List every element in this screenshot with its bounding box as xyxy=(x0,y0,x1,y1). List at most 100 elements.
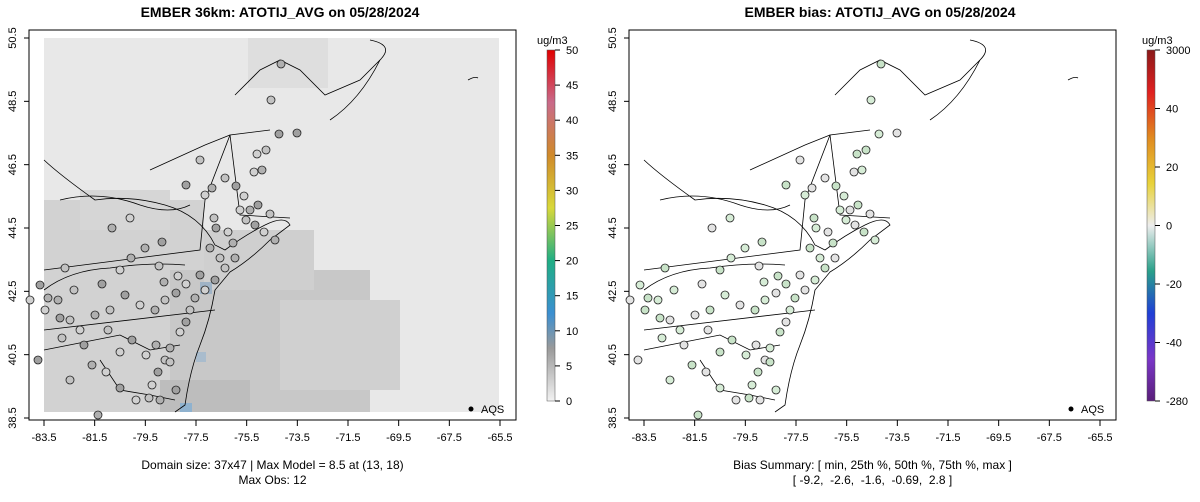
colorbar-tick-label: 50 xyxy=(566,45,578,57)
bias-colorbar xyxy=(1146,49,1156,402)
aqs-site-bias-marker xyxy=(697,279,707,289)
lon-tick-label: -67.5 xyxy=(1037,432,1062,444)
aqs-site-marker xyxy=(200,285,210,295)
aqs-site-bias-marker xyxy=(859,227,869,237)
aqs-site-bias-marker xyxy=(754,261,764,271)
aqs-site-bias-marker xyxy=(675,325,685,335)
aqs-site-bias-marker xyxy=(720,290,730,300)
aqs-site-marker xyxy=(75,325,85,335)
aqs-legend-marker xyxy=(1068,406,1074,412)
aqs-site-marker xyxy=(157,237,167,247)
aqs-site-marker xyxy=(171,288,181,298)
aqs-site-bias-marker xyxy=(892,128,902,138)
bias-caption-line2: [ -9.2, -2.6, -1.6, -0.69, 2.8 ] xyxy=(792,473,953,487)
aqs-site-bias-marker xyxy=(735,300,745,310)
aqs-site-bias-marker xyxy=(781,180,791,190)
aqs-site-marker xyxy=(228,238,238,248)
aqs-site-bias-marker xyxy=(771,288,781,298)
model-field-hotspot xyxy=(180,403,192,412)
colorbar-tick-label: 3000 xyxy=(1166,45,1190,57)
aqs-site-marker xyxy=(69,285,79,295)
aqs-site-bias-marker xyxy=(687,360,697,370)
state-border xyxy=(149,134,231,171)
aqs-legend-label: AQS xyxy=(481,404,504,416)
aqs-site-marker xyxy=(231,181,241,191)
lat-tick-label: 46.5 xyxy=(607,154,619,175)
aqs-site-bias-marker xyxy=(805,243,815,253)
lat-tick-label: 38.5 xyxy=(607,407,619,428)
aqs-site-bias-marker xyxy=(845,205,855,215)
aqs-site-marker xyxy=(185,305,195,315)
aqs-site-bias-marker xyxy=(640,305,650,315)
lon-tick-label: -77.5 xyxy=(183,432,208,444)
lat-tick-label: 40.5 xyxy=(7,344,19,365)
colorbar-tick-label: 40 xyxy=(566,115,578,127)
bias-caption-line1: Bias Summary: [ min, 25th %, 50th %, 75t… xyxy=(733,458,1012,472)
aqs-site-bias-marker xyxy=(750,305,760,315)
aqs-site-marker xyxy=(266,95,276,105)
aqs-site-bias-marker xyxy=(800,285,810,295)
aqs-site-marker xyxy=(153,367,163,377)
lon-tick-label: -65.5 xyxy=(487,432,512,444)
bias-unit-label: ug/m3 xyxy=(1142,35,1173,47)
lat-tick-label: 44.5 xyxy=(7,217,19,238)
aqs-site-marker xyxy=(144,393,154,403)
aqs-site-bias-marker xyxy=(747,380,757,390)
aqs-site-bias-marker xyxy=(690,310,700,320)
lon-tick-label: -73.5 xyxy=(885,432,910,444)
aqs-site-bias-marker xyxy=(773,271,783,281)
lat-tick-label: 42.5 xyxy=(607,281,619,302)
aqs-site-bias-marker xyxy=(655,313,665,323)
lat-tick-label: 50.5 xyxy=(607,27,619,48)
aqs-site-marker xyxy=(125,213,135,223)
aqs-site-marker xyxy=(79,340,89,350)
aqs-site-bias-marker xyxy=(861,145,871,155)
lat-tick-label: 48.5 xyxy=(7,91,19,112)
state-border xyxy=(229,134,291,219)
colorbar-tick-label: 20 xyxy=(566,256,578,268)
aqs-site-marker xyxy=(195,155,205,165)
aqs-site-marker xyxy=(210,275,220,285)
aqs-site-bias-marker xyxy=(653,295,663,305)
aqs-site-bias-marker xyxy=(725,213,735,223)
aqs-site-marker xyxy=(147,380,157,390)
canada-coast xyxy=(329,39,387,121)
aqs-site-marker xyxy=(245,205,255,215)
bias-map-title: EMBER bias: ATOTIJ_AVG on 05/28/2024 xyxy=(744,4,1016,20)
lon-tick-label: -83.5 xyxy=(631,432,656,444)
aqs-site-marker xyxy=(274,129,284,139)
aqs-site-marker xyxy=(150,305,160,315)
aqs-site-bias-marker xyxy=(810,275,820,285)
model-field-region xyxy=(80,190,170,230)
model-panel: EMBER 36km: ATOTIJ_AVG on 05/28/2024 xyxy=(7,4,578,487)
aqs-site-bias-marker xyxy=(727,335,737,345)
colorbar-tick-label: -40 xyxy=(1166,338,1182,350)
bias-colorbar-ticks: 3000 40 20 0 -20 -40 -280 xyxy=(1155,45,1190,408)
coastline xyxy=(643,159,891,413)
aqs-site-bias-marker xyxy=(693,410,703,420)
aqs-site-bias-marker xyxy=(707,223,717,233)
aqs-site-marker xyxy=(97,279,107,289)
lon-tick-label: -73.5 xyxy=(285,432,310,444)
aqs-site-marker xyxy=(223,227,233,237)
model-field-region xyxy=(248,38,328,88)
model-map-title: EMBER 36km: ATOTIJ_AVG on 05/28/2024 xyxy=(140,4,420,20)
aqs-site-marker xyxy=(126,253,136,263)
aqs-site-marker xyxy=(57,333,67,343)
aqs-site-bias-marker xyxy=(705,305,715,315)
canada-coast xyxy=(929,39,987,121)
aqs-site-marker xyxy=(65,375,75,385)
model-aqs-sites xyxy=(25,59,302,420)
lat-tick-label: 46.5 xyxy=(7,154,19,175)
colorbar-tick-label: 35 xyxy=(566,150,578,162)
bias-plot-frame xyxy=(628,29,1117,421)
aqs-site-bias-marker xyxy=(625,295,635,305)
aqs-site-marker xyxy=(276,59,286,69)
aqs-legend-label: AQS xyxy=(1081,404,1104,416)
aqs-site-marker xyxy=(230,253,240,263)
aqs-site-marker xyxy=(200,190,210,200)
model-unit-label: ug/m3 xyxy=(537,35,568,47)
aqs-site-marker xyxy=(173,271,183,281)
aqs-site-bias-marker xyxy=(830,253,840,263)
